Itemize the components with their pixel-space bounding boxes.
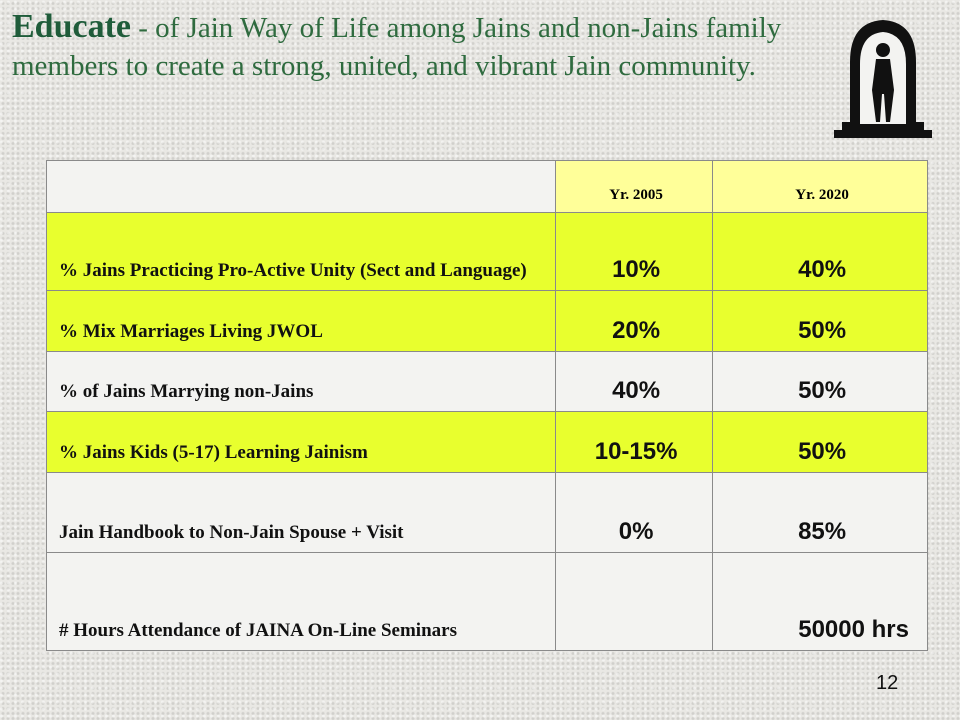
row-label: % Mix Marriages Living JWOL bbox=[46, 290, 556, 352]
header-cell-empty bbox=[46, 160, 556, 213]
cell-2005: 40% bbox=[554, 351, 714, 412]
jain-icon bbox=[834, 20, 932, 138]
cell-2020: 50% bbox=[712, 411, 928, 473]
row-label: % Jains Kids (5-17) Learning Jainism bbox=[46, 411, 556, 473]
table-row: Jain Handbook to Non-Jain Spouse + Visit… bbox=[46, 472, 928, 553]
row-label: % Jains Practicing Pro-Active Unity (Sec… bbox=[46, 212, 556, 291]
table-row: % of Jains Marrying non-Jains 40% 50% bbox=[46, 351, 928, 412]
icon-head bbox=[876, 43, 890, 57]
cell-2005: 0% bbox=[554, 472, 714, 553]
goals-table: Yr. 2005 Yr. 2020 % Jains Practicing Pro… bbox=[46, 160, 928, 651]
icon-base bbox=[834, 130, 932, 138]
cell-2020: 50000 hrs bbox=[712, 552, 928, 651]
cell-2020: 85% bbox=[712, 472, 928, 553]
cell-2005: 10-15% bbox=[554, 411, 714, 473]
cell-2020: 40% bbox=[712, 212, 928, 291]
cell-2005: 10% bbox=[554, 212, 714, 291]
title-heading: Educate bbox=[12, 8, 131, 45]
icon-figure bbox=[872, 59, 894, 122]
table-row: % Jains Kids (5-17) Learning Jainism 10-… bbox=[46, 411, 928, 473]
table-row: % Mix Marriages Living JWOL 20% 50% bbox=[46, 290, 928, 352]
header-row: Yr. 2005 Yr. 2020 bbox=[46, 160, 928, 213]
cell-2020: 50% bbox=[712, 351, 928, 412]
cell-2005-empty bbox=[554, 552, 714, 651]
icon-step-right bbox=[914, 122, 924, 132]
header-cell: Yr. 2020 bbox=[712, 160, 928, 213]
table-row: # Hours Attendance of JAINA On-Line Semi… bbox=[46, 552, 928, 651]
row-label: % of Jains Marrying non-Jains bbox=[46, 351, 556, 412]
icon-step-left bbox=[842, 122, 852, 132]
page-number: 12 bbox=[876, 672, 899, 694]
cell-2020: 50% bbox=[712, 290, 928, 352]
table-row: % Jains Practicing Pro-Active Unity (Sec… bbox=[46, 212, 928, 291]
row-label: Jain Handbook to Non-Jain Spouse + Visit bbox=[46, 472, 556, 553]
slide-title: Educate - of Jain Way of Life among Jain… bbox=[12, 8, 832, 85]
header-cell: Yr. 2005 bbox=[554, 160, 714, 213]
title-text: - of Jain Way of Life among Jains and no… bbox=[12, 12, 782, 82]
cell-2005: 20% bbox=[554, 290, 714, 352]
row-label: # Hours Attendance of JAINA On-Line Semi… bbox=[46, 552, 556, 651]
